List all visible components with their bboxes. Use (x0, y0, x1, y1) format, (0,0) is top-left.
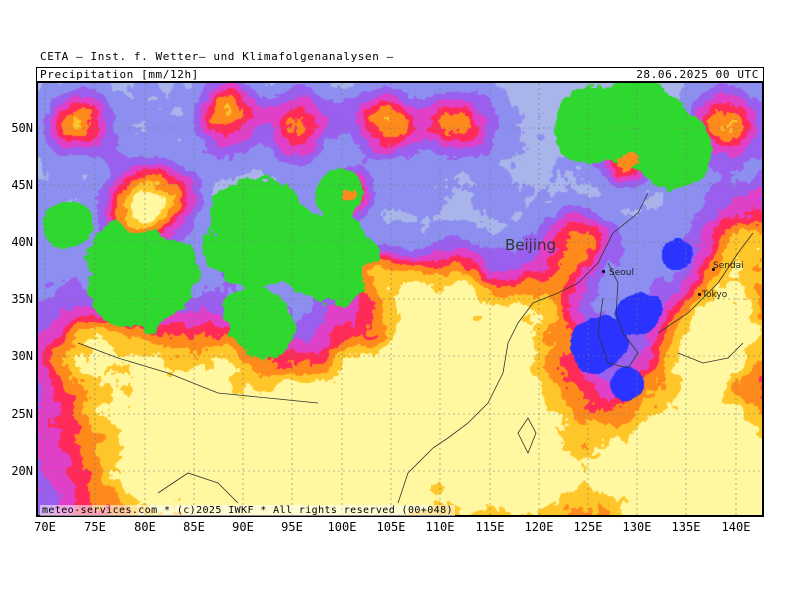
lon-label: 85E (183, 520, 205, 534)
lon-label: 70E (34, 520, 56, 534)
lon-label: 105E (376, 520, 406, 534)
lat-lon-grid (38, 83, 762, 515)
lon-label: 90E (232, 520, 254, 534)
lon-label: 125E (573, 520, 603, 534)
coastline (77, 342, 319, 404)
lat-label: 50N (11, 121, 33, 135)
lat-label: 30N (11, 349, 33, 363)
coastline (157, 447, 434, 504)
lon-label: 115E (475, 520, 505, 534)
map-title: CETA – Inst. f. Wetter– und Klimafolgena… (40, 50, 394, 63)
lat-label: 35N (11, 292, 33, 306)
city-label-beijing: Beijing (505, 236, 557, 254)
lon-label: 100E (327, 520, 357, 534)
info-bar: Precipitation [mm/12h] 28.06.2025 00 UTC (36, 67, 764, 81)
lon-label: 130E (622, 520, 652, 534)
lon-label: 140E (721, 520, 751, 534)
lon-label: 110E (425, 520, 455, 534)
coastline (507, 192, 649, 344)
precipitation-map (36, 81, 764, 517)
lat-label: 45N (11, 178, 33, 192)
map-overlay (38, 83, 762, 515)
valid-time: 28.06.2025 00 UTC (636, 68, 759, 81)
lon-label: 75E (84, 520, 106, 534)
lon-label: 80E (134, 520, 156, 534)
city-label-sendai: Sendai (713, 261, 744, 271)
copyright-footer: meteo-services.com * (c)2025 IWKF * All … (40, 505, 455, 516)
lat-label: 40N (11, 235, 33, 249)
coastlines (77, 192, 754, 504)
city-marker (698, 293, 701, 296)
city-label-seoul: Seoul (609, 268, 634, 278)
coastline (517, 417, 537, 454)
lat-label: 20N (11, 464, 33, 478)
coastline (597, 262, 639, 369)
coastline (657, 232, 754, 364)
city-marker (602, 270, 605, 273)
city-label-tokyo: Tokyo (702, 290, 728, 300)
city-marker (712, 268, 715, 271)
lat-label: 25N (11, 407, 33, 421)
parameter-label: Precipitation [mm/12h] (40, 68, 199, 81)
lon-label: 120E (524, 520, 554, 534)
coastline (432, 342, 509, 449)
lon-label: 135E (671, 520, 701, 534)
lon-label: 95E (281, 520, 303, 534)
